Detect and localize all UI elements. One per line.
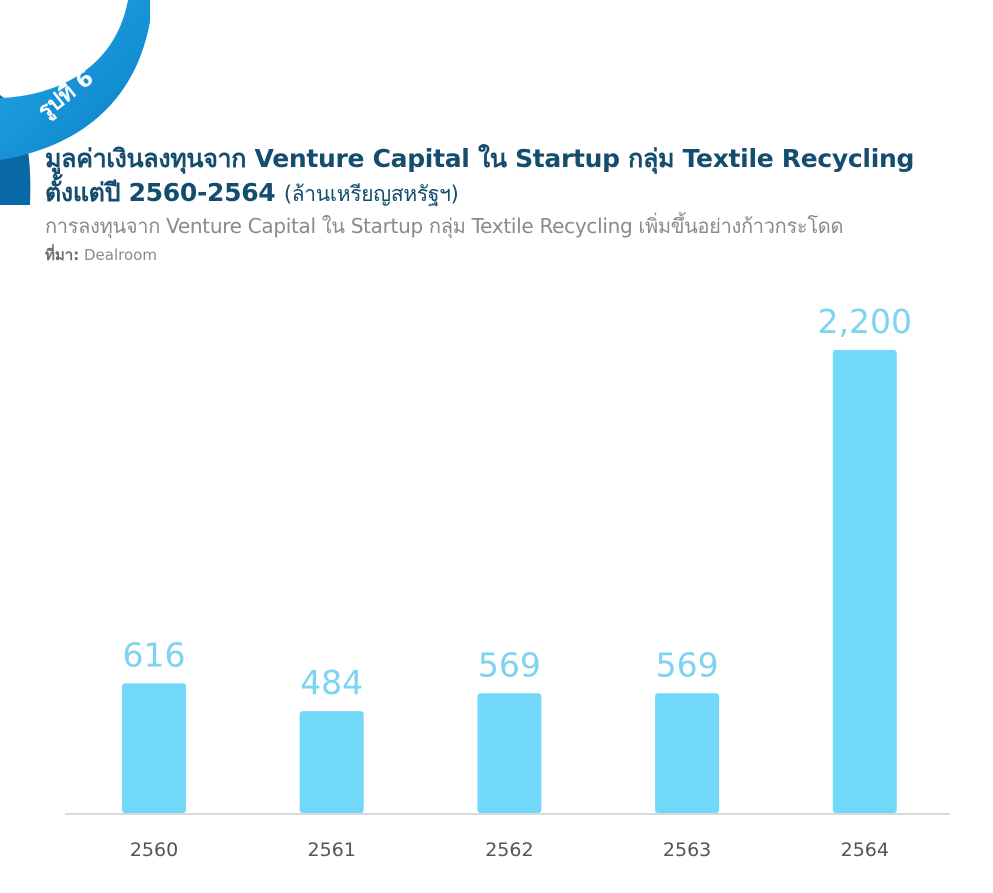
bar-value-label-2560: 616: [123, 635, 186, 674]
bar-value-labels: 616 484 569 569 2,200: [123, 302, 913, 702]
bar-2563: [655, 693, 720, 813]
chart-subtitle: การลงทุนจาก Venture Capital ใน Startup ก…: [45, 214, 844, 238]
bar-value-label-2561: 484: [300, 663, 363, 702]
x-tick-label-2560: 2560: [130, 839, 178, 861]
source-note: ที่มา: Dealroom: [45, 243, 157, 267]
bar-2564: [832, 350, 897, 813]
bar-2560: [122, 683, 186, 813]
x-tick-label-2564: 2564: [841, 839, 889, 861]
bar-2561: [299, 711, 364, 813]
chart-title-line-2: ตั้งแต่ปี 2560-2564 (ล้านเหรียญสหรัฐฯ): [45, 173, 459, 213]
chart-title-unit: (ล้านเหรียญสหรัฐฯ): [283, 182, 459, 206]
bar-2562: [477, 693, 542, 813]
x-tick-label-2562: 2562: [485, 839, 533, 861]
chart-title-line-1: มูลค่าเงินลงทุนจาก Venture Capital ใน St…: [45, 144, 915, 173]
x-tick-label-2563: 2563: [663, 839, 711, 861]
bar-value-label-2563: 569: [656, 645, 719, 684]
x-axis-tick-labels: 2560 2561 2562 2563 2564: [130, 839, 889, 861]
source-label: ที่มา:: [45, 246, 80, 264]
figure-number-ribbon: รูปที่ 6: [0, 0, 150, 205]
ribbon-band: [0, 0, 150, 160]
source-value: Dealroom: [83, 246, 157, 264]
bar-series: [122, 350, 897, 813]
x-tick-label-2561: 2561: [308, 839, 356, 861]
bar-value-label-2564: 2,200: [818, 302, 912, 341]
bar-value-label-2562: 569: [478, 645, 541, 684]
chart-title-years: ตั้งแต่ปี 2560-2564: [45, 178, 276, 207]
